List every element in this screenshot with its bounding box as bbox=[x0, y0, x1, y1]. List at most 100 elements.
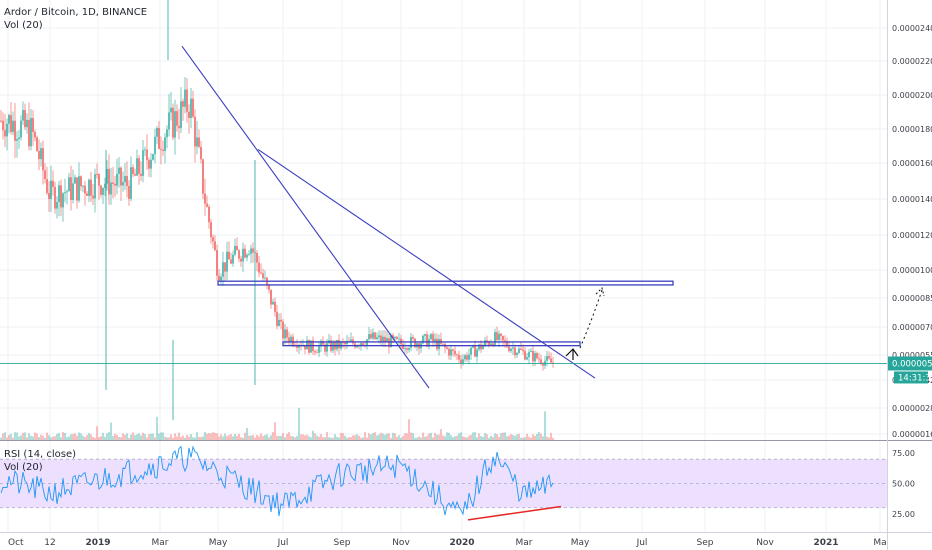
volume-bar bbox=[550, 432, 552, 440]
candle-body bbox=[260, 272, 262, 274]
candle-body bbox=[508, 346, 510, 352]
volume-bar bbox=[290, 435, 292, 440]
volume-bar bbox=[298, 407, 300, 440]
volume-bar bbox=[50, 437, 52, 440]
volume-bar bbox=[32, 436, 34, 440]
candle-body bbox=[432, 334, 434, 342]
drawings bbox=[0, 45, 887, 389]
volume-bar bbox=[316, 435, 318, 440]
candle-body bbox=[306, 340, 308, 350]
volume-bar bbox=[236, 435, 238, 440]
trendline-1 bbox=[181, 45, 430, 389]
candle-body bbox=[428, 339, 430, 347]
candle-body bbox=[210, 222, 212, 238]
candle-body bbox=[406, 348, 408, 350]
volume-bar bbox=[86, 435, 88, 440]
volume-bar bbox=[514, 435, 516, 440]
volume-bar bbox=[72, 434, 74, 440]
volume-bar bbox=[526, 433, 528, 440]
volume-bar bbox=[398, 435, 400, 440]
candle-body bbox=[390, 335, 392, 348]
price-tick-label: 0.00000160 bbox=[892, 430, 932, 439]
volume-bar bbox=[138, 433, 140, 440]
candle-body bbox=[24, 110, 26, 128]
candle-body bbox=[268, 284, 270, 290]
volume-bar bbox=[478, 433, 480, 440]
volume-bar bbox=[142, 432, 144, 440]
volume-bar bbox=[418, 436, 420, 440]
volume-bar bbox=[490, 435, 492, 440]
candle-body bbox=[30, 117, 32, 147]
candle-body bbox=[394, 336, 396, 339]
volume-bar bbox=[508, 435, 510, 440]
volume-bar bbox=[406, 433, 408, 440]
candle-body bbox=[386, 338, 388, 343]
volume-bar bbox=[198, 436, 200, 440]
candle-body bbox=[62, 193, 64, 208]
candle-body bbox=[60, 185, 62, 208]
candle-body bbox=[264, 277, 266, 279]
candle-body bbox=[258, 262, 260, 273]
volume-bar bbox=[38, 437, 40, 440]
volume-bar bbox=[296, 435, 298, 440]
volume-bar bbox=[388, 433, 390, 440]
volume-bar bbox=[200, 437, 202, 440]
volume-bar bbox=[22, 432, 24, 440]
volume-bar bbox=[476, 437, 478, 440]
candle-body bbox=[20, 120, 22, 138]
candle-body bbox=[454, 350, 456, 355]
candle-body bbox=[272, 301, 274, 305]
candle-body bbox=[468, 354, 470, 360]
candle-body bbox=[374, 332, 376, 340]
volume-bar bbox=[262, 436, 264, 440]
candle-body bbox=[114, 184, 116, 186]
candle-body bbox=[122, 182, 124, 186]
volume-bar bbox=[436, 434, 438, 440]
candle-body bbox=[278, 319, 280, 326]
candle-body bbox=[112, 182, 114, 185]
volume-bar bbox=[288, 432, 290, 440]
projection-path bbox=[579, 289, 603, 349]
candle-body bbox=[36, 137, 38, 152]
volume-bar bbox=[184, 437, 186, 440]
volume-bar bbox=[130, 434, 132, 440]
candle-body bbox=[438, 339, 440, 350]
volume-bar bbox=[308, 436, 310, 440]
volume-bar bbox=[68, 436, 70, 440]
candle-body bbox=[270, 289, 272, 305]
candle-body bbox=[350, 339, 352, 342]
candle-body bbox=[342, 342, 344, 344]
volume-bar bbox=[246, 427, 248, 440]
volume-bar bbox=[522, 437, 524, 440]
volume-bar bbox=[370, 434, 372, 440]
candle-body bbox=[530, 350, 532, 352]
volume-bar bbox=[542, 436, 544, 440]
volume-bar bbox=[516, 434, 518, 440]
candle-body bbox=[70, 177, 72, 200]
volume-bar bbox=[334, 434, 336, 440]
volume-bar bbox=[168, 437, 170, 440]
time-tick-label: Oct bbox=[8, 538, 24, 548]
candle-body bbox=[316, 352, 318, 354]
volume-bar bbox=[466, 437, 468, 440]
volume-bar bbox=[386, 433, 388, 440]
volume-bar bbox=[446, 432, 448, 440]
volume-bar bbox=[306, 434, 308, 440]
volume-bar bbox=[338, 437, 340, 440]
candle-body bbox=[480, 344, 482, 350]
volume-bar bbox=[320, 434, 322, 440]
candle-body bbox=[360, 343, 362, 347]
volume-bars bbox=[0, 407, 554, 440]
candle-body bbox=[474, 345, 476, 357]
volume-bar bbox=[190, 434, 192, 440]
volume-bar bbox=[8, 434, 10, 440]
volume-bar bbox=[238, 433, 240, 440]
volume-bar bbox=[108, 432, 110, 440]
volume-bar bbox=[340, 432, 342, 440]
volume-bar bbox=[250, 435, 252, 440]
candle-body bbox=[182, 101, 184, 107]
volume-bar bbox=[426, 435, 428, 440]
candle-body bbox=[200, 146, 202, 160]
